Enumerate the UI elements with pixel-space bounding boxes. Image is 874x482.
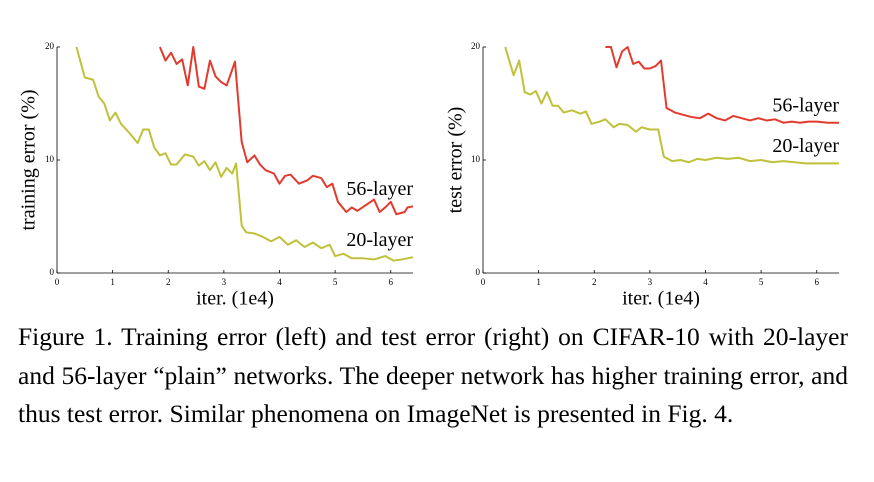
x-axis-label: iter. (1e4) — [622, 288, 700, 310]
series-label: 56-layer — [772, 94, 839, 116]
x-tick-label: 2 — [166, 277, 171, 287]
series-line — [75, 46, 414, 262]
x-tick-label: 4 — [277, 277, 282, 287]
x-tick-label: 3 — [648, 277, 653, 287]
y-tick-label: 20 — [471, 41, 481, 51]
x-tick-label: 1 — [536, 277, 541, 287]
chart: 0 10 20 0 1 2 3 4 5 6 iter. (1e4) test error (%) 56-… — [445, 41, 840, 310]
x-tick-label: 0 — [55, 277, 60, 287]
x-axis-label: iter. (1e4) — [196, 288, 274, 310]
x-tick-label: 5 — [759, 277, 764, 287]
y-tick-label: 10 — [471, 154, 481, 164]
x-tick-label: 6 — [389, 277, 394, 287]
series-line — [605, 46, 839, 124]
x-tick-label: 0 — [481, 277, 486, 287]
y-axis-label: training error (%) — [18, 89, 40, 230]
series-line — [158, 46, 414, 216]
y-axis-label: test error (%) — [445, 107, 467, 214]
y-tick-label: 0 — [50, 267, 55, 277]
series-label: 20-layer — [772, 135, 839, 157]
series-line — [504, 46, 839, 165]
y-tick-label: 10 — [45, 154, 55, 164]
series-label: 56-layer — [346, 178, 413, 200]
x-tick-label: 2 — [592, 277, 597, 287]
y-tick-label: 0 — [476, 267, 481, 277]
y-tick-label: 20 — [45, 41, 55, 51]
x-tick-label: 6 — [815, 277, 820, 287]
series-label: 20-layer — [346, 229, 413, 251]
x-tick-label: 1 — [110, 277, 115, 287]
x-tick-label: 4 — [703, 277, 708, 287]
chart: 0 10 20 0 1 2 3 4 5 6 iter. (1e4) training error (%… — [18, 41, 414, 310]
x-tick-label: 3 — [222, 277, 227, 287]
x-tick-label: 5 — [333, 277, 338, 287]
caption: Figure 1. Training error (left) and test… — [18, 322, 848, 428]
